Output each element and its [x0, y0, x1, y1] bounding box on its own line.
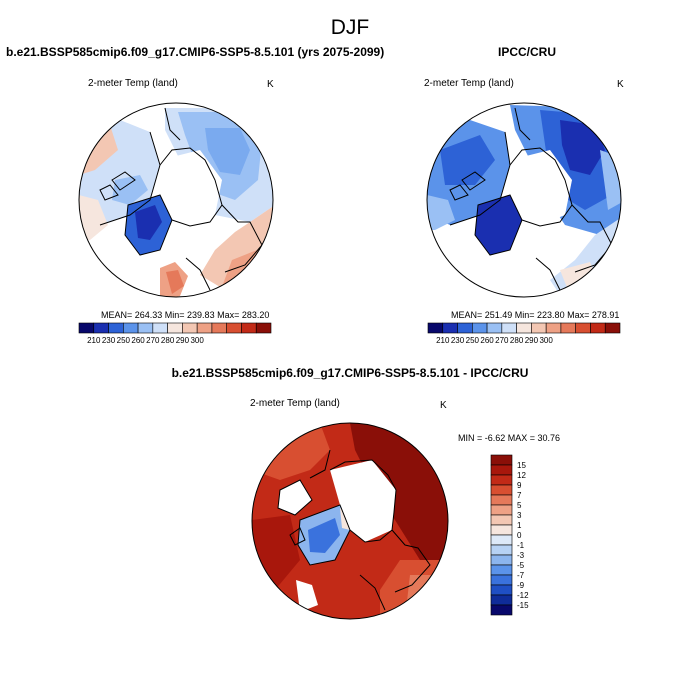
colorbar-swatch: [490, 454, 513, 466]
colorbar-tick-label: -5: [517, 561, 525, 570]
colorbar-swatch: [490, 594, 513, 606]
colorbar-tick-label: 270: [146, 336, 160, 345]
map-obs: [427, 103, 621, 297]
colorbar-swatch: [255, 322, 272, 334]
colorbar-swatch: [490, 484, 513, 496]
colorbar-swatch: [182, 322, 198, 334]
colorbar-swatch: [472, 322, 488, 334]
colorbar-swatch: [490, 574, 513, 586]
colorbar-swatch: [226, 322, 242, 334]
colorbar-swatch: [545, 322, 562, 334]
colorbar-tick-label: 7: [517, 491, 522, 500]
units-label-model: K: [267, 79, 274, 90]
colorbar-swatch: [490, 564, 513, 576]
colorbar-tick-label: -1: [517, 541, 525, 550]
colorbar-tick-label: 3: [517, 511, 522, 520]
colorbar-swatch: [152, 322, 168, 334]
colorbar-tick-label: 290: [525, 336, 539, 345]
colorbar-swatch: [490, 584, 513, 596]
panel-title-diff: b.e21.BSSP585cmip6.f09_g17.CMIP6-SSP5-8.…: [171, 366, 529, 380]
colorbar-tick-label: 300: [539, 336, 553, 345]
colorbar-tick-label: -12: [517, 591, 529, 600]
colorbar-tick-label: 280: [510, 336, 524, 345]
colorbar-swatch: [108, 322, 124, 334]
colorbar-swatch: [123, 322, 139, 334]
colorbar-swatch: [93, 322, 109, 334]
colorbar-swatch: [427, 322, 444, 334]
colorbar-swatch: [241, 322, 257, 334]
colorbar-tick-label: 290: [176, 336, 190, 345]
colorbar-swatch: [211, 322, 227, 334]
colorbar-swatch: [490, 554, 513, 566]
colorbar-swatch: [490, 474, 513, 486]
colorbar-tick-label: 15: [517, 461, 526, 470]
colorbar-tick-label: 260: [480, 336, 494, 345]
colorbar-swatch: [442, 322, 458, 334]
colorbar-swatch: [490, 524, 513, 536]
colorbar-tick-label: 5: [517, 501, 522, 510]
colorbar-swatch: [531, 322, 547, 334]
colorbar-tick-label: 300: [190, 336, 204, 345]
units-label-obs: K: [617, 79, 624, 90]
panel-title-obs: IPCC/CRU: [498, 45, 557, 59]
colorbar-swatch: [486, 322, 503, 334]
colorbar-swatch: [590, 322, 606, 334]
colorbar-swatch: [490, 544, 513, 556]
colorbar-tick-label: 1: [517, 521, 522, 530]
figure-title: DJF: [330, 16, 370, 39]
colorbar-tick-label: 12: [517, 471, 526, 480]
colorbar-tick-label: 0: [517, 531, 522, 540]
colorbar-tick-label: 230: [102, 336, 116, 345]
colorbar-tick-label: -3: [517, 551, 525, 560]
colorbar-swatch: [490, 534, 513, 546]
colorbar-tick-label: 230: [451, 336, 465, 345]
colorbar-swatch: [490, 494, 513, 506]
stats-diff: MIN = -6.62 MAX = 30.76: [458, 433, 561, 443]
units-label-diff: K: [440, 400, 447, 411]
variable-label-model: 2-meter Temp (land): [88, 78, 178, 89]
variable-label-diff: 2-meter Temp (land): [250, 398, 340, 409]
colorbar-tick-label: 250: [466, 336, 480, 345]
colorbar-tick-label: 270: [495, 336, 509, 345]
colorbar-swatch: [78, 322, 95, 334]
colorbar-swatch: [167, 322, 183, 334]
map-diff: [252, 423, 448, 619]
colorbar-tick-label: 210: [436, 336, 450, 345]
colorbar-swatch: [137, 322, 154, 334]
colorbar-swatch: [501, 322, 517, 334]
colorbar-swatch: [490, 604, 513, 616]
stats-model: MEAN= 264.33 Min= 239.83 Max= 283.20: [101, 310, 270, 320]
variable-label-obs: 2-meter Temp (land): [424, 78, 514, 89]
colorbar-swatch: [560, 322, 576, 334]
colorbar-swatch: [457, 322, 473, 334]
colorbar-tick-label: -9: [517, 581, 525, 590]
colorbar-swatch: [575, 322, 591, 334]
colorbar-tick-label: -15: [517, 601, 529, 610]
colorbar-swatch: [196, 322, 213, 334]
colorbar-tick-label: 9: [517, 481, 522, 490]
colorbar-tick-label: 250: [117, 336, 131, 345]
colorbar-swatch: [490, 504, 513, 516]
panel-title-model: b.e21.BSSP585cmip6.f09_g17.CMIP6-SSP5-8.…: [6, 45, 385, 59]
colorbar-swatch: [604, 322, 621, 334]
colorbar-tick-label: 210: [87, 336, 101, 345]
colorbar-tick-label: 260: [131, 336, 145, 345]
colorbar-swatch: [490, 464, 513, 476]
colorbar-tick-label: -7: [517, 571, 525, 580]
colorbar-obs: 210 230 250 260 270 280 290 300: [427, 322, 621, 345]
colorbar-swatch: [490, 514, 513, 526]
colorbar-tick-label: 280: [161, 336, 175, 345]
colorbar-swatch: [516, 322, 532, 334]
stats-obs: MEAN= 251.49 Min= 223.80 Max= 278.91: [451, 310, 620, 320]
colorbar-model: 210 230 250 260 270 280 290 300: [78, 322, 272, 345]
